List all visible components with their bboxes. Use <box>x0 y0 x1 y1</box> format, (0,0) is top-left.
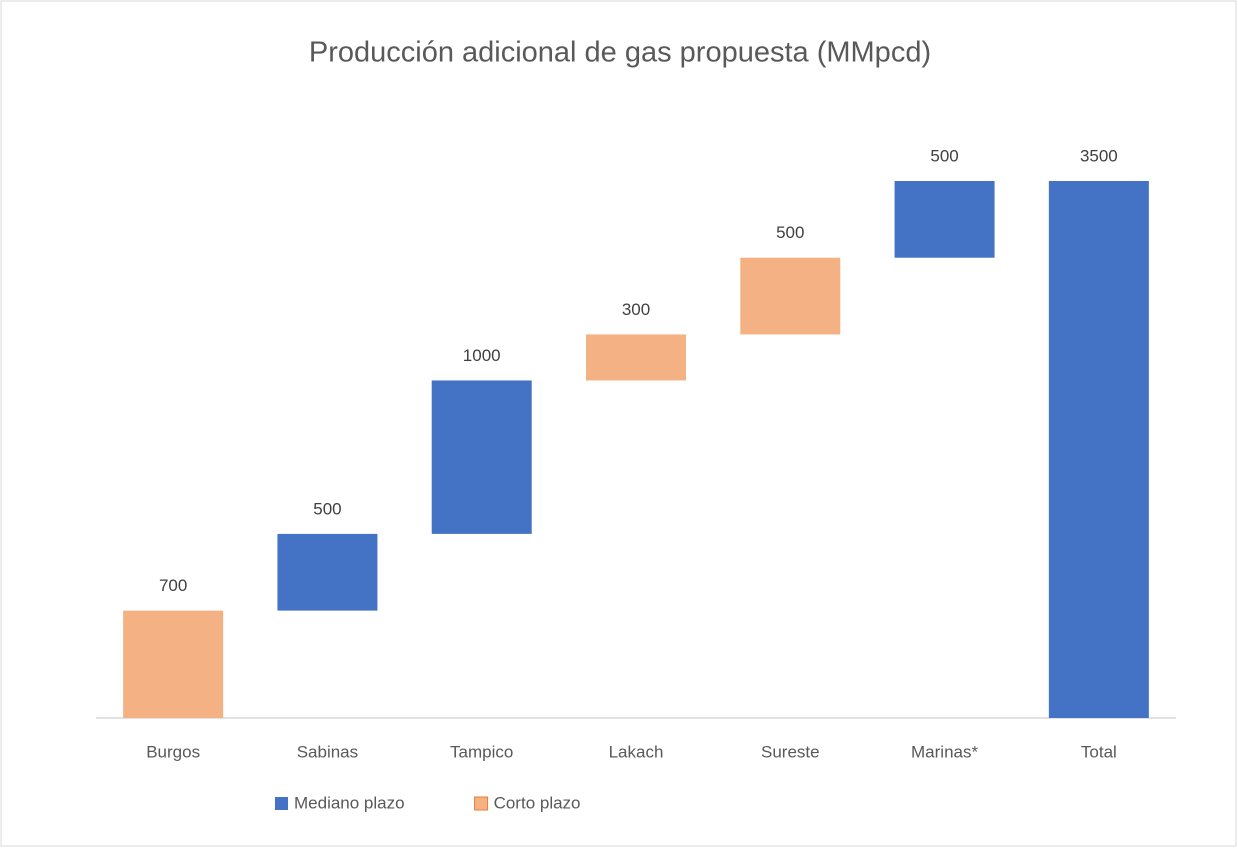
data-label: 700 <box>159 576 187 595</box>
bar <box>740 257 841 335</box>
bar <box>123 610 224 718</box>
legend-swatch <box>474 796 489 811</box>
legend-label: Mediano plazo <box>294 793 405 812</box>
legend-swatch <box>275 797 288 810</box>
x-tick-label: Total <box>1081 742 1117 761</box>
x-tick-label: Lakach <box>609 742 664 761</box>
bar <box>431 380 532 534</box>
x-tick-label: Sureste <box>761 742 820 761</box>
x-tick-label: Burgos <box>146 742 200 761</box>
x-tick-label: Marinas* <box>911 742 978 761</box>
data-label: 500 <box>930 146 958 165</box>
bar <box>586 334 686 381</box>
legend-label: Corto plazo <box>494 793 581 812</box>
x-tick-label: Tampico <box>450 742 513 761</box>
chart-title: Producción adicional de gas propuesta (M… <box>309 37 931 69</box>
bar <box>894 181 995 258</box>
data-label: 3500 <box>1080 146 1118 165</box>
data-label: 500 <box>313 499 341 518</box>
bar <box>1048 181 1149 718</box>
data-label: 1000 <box>463 346 501 365</box>
data-label: 300 <box>622 300 650 319</box>
bar <box>277 533 378 611</box>
x-tick-label: Sabinas <box>297 742 358 761</box>
data-label: 500 <box>776 223 804 242</box>
